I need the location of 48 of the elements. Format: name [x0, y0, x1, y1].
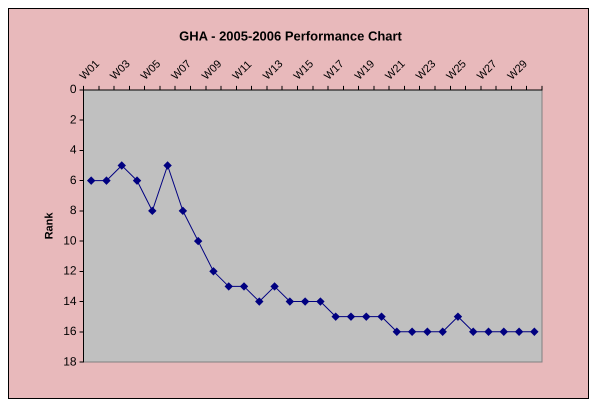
point: [378, 312, 386, 321]
y-tick-label: 2: [70, 112, 77, 126]
y-tick-label: 6: [70, 172, 77, 187]
point: [102, 176, 110, 185]
point: [469, 328, 478, 336]
point: [133, 176, 142, 185]
x-tick-label: W11: [230, 58, 254, 83]
point: [286, 298, 294, 306]
point: [178, 206, 187, 215]
point: [423, 328, 432, 336]
y-tick-label: 16: [63, 324, 77, 338]
point: [255, 298, 264, 306]
y-tick-label: 4: [70, 142, 77, 157]
point: [209, 267, 218, 276]
y-axis-title: Rank: [44, 212, 56, 240]
y-tick-label: 10: [63, 233, 77, 248]
point: [500, 328, 508, 336]
chart-title: GHA - 2005-2006 Performance Chart: [179, 28, 403, 44]
point: [346, 312, 355, 321]
x-tick-label: W29: [506, 58, 530, 83]
point: [270, 282, 279, 290]
point: [118, 162, 126, 170]
point: [316, 298, 324, 306]
point: [194, 237, 202, 246]
point: [408, 328, 416, 336]
point: [530, 328, 538, 336]
point: [148, 206, 156, 215]
point: [240, 282, 248, 290]
point: [362, 312, 370, 321]
point: [438, 328, 447, 336]
x-tick-label: W19: [352, 58, 378, 83]
y-tick-label: 14: [63, 294, 77, 308]
y-tick-label: 8: [70, 203, 77, 218]
point: [87, 176, 96, 185]
x-tick-label: W21: [383, 58, 408, 83]
point: [301, 298, 310, 306]
point: [484, 328, 493, 336]
point: [224, 282, 233, 290]
x-tick-label: W01: [78, 58, 102, 83]
point: [164, 162, 172, 170]
point: [515, 328, 524, 336]
point: [392, 328, 401, 336]
point: [332, 312, 340, 321]
x-tick-label: W09: [200, 58, 224, 83]
point: [454, 312, 462, 321]
y-tick-label: 18: [63, 354, 77, 368]
y-tick-label: 0: [70, 82, 77, 96]
y-tick-label: 12: [63, 264, 77, 278]
